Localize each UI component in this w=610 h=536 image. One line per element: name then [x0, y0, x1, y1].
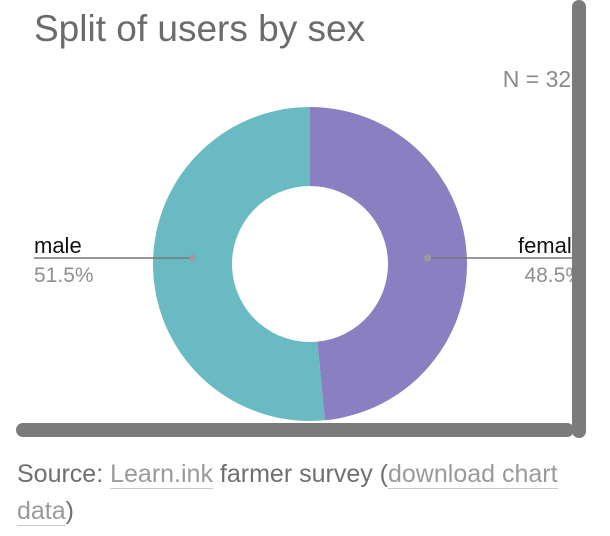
leader-dot-female	[424, 254, 431, 262]
source-middle: farmer survey (	[212, 460, 388, 488]
download-chart-data-link[interactable]: download chart data	[17, 460, 558, 526]
vertical-scrollbar[interactable]	[572, 0, 586, 438]
source-suffix: )	[65, 497, 74, 525]
sample-size-label: N = 324	[502, 66, 584, 92]
source-note: Source: Learn.ink farmer survey (downloa…	[17, 456, 597, 530]
source-prefix: Source:	[17, 460, 111, 488]
slice-label-male: male	[34, 233, 82, 258]
slices	[152, 107, 467, 421]
chart-title: Split of users by sex	[34, 8, 366, 49]
horizontal-scrollbar[interactable]	[16, 423, 574, 437]
slice-value-male: 51.5%	[34, 264, 94, 287]
slice-male	[152, 107, 325, 421]
learn-ink-link[interactable]: Learn.ink	[110, 460, 213, 489]
slice-value-female: 48.5%	[524, 264, 584, 287]
slice-female	[310, 107, 467, 421]
leader-dot-male	[189, 254, 196, 262]
